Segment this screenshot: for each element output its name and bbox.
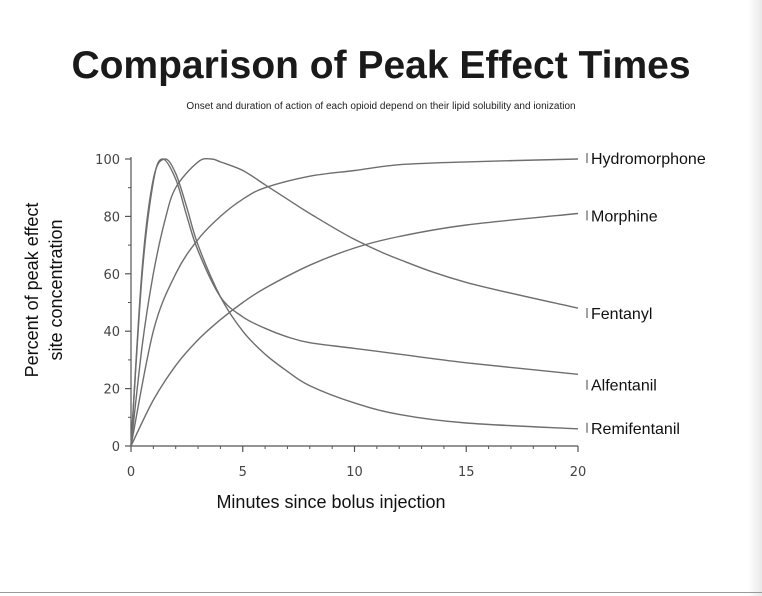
y-tick-label: 100 <box>95 153 120 168</box>
chart-axes: 0 20 40 60 80 100 0 5 10 15 20 <box>95 153 586 480</box>
slide-bottom-divider <box>0 592 762 593</box>
series-line-remifentanil <box>130 158 579 447</box>
series-label-morphine: Morphine <box>591 208 658 225</box>
chart-series-lines <box>130 157 579 447</box>
y-tick-label: 40 <box>103 325 120 340</box>
x-tick-label: 20 <box>570 465 587 480</box>
series-line-fentanyl <box>130 157 579 447</box>
series-line-hydromorphone <box>130 158 579 447</box>
x-tick-label: 5 <box>239 465 247 480</box>
y-axis-label-group: Percent of peak effect site concentratio… <box>22 203 66 378</box>
y-tick-label: 80 <box>103 210 120 225</box>
series-label-remifentanil: Remifentanil <box>591 421 680 438</box>
series-label-alfentanil: Alfentanil <box>591 378 657 395</box>
y-tick-label: 20 <box>103 383 120 398</box>
chart-series-labels: Hydromorphone Morphine Fentanyl Alfentanil R… <box>586 151 706 438</box>
page-title: Comparison of Peak Effect Times <box>71 44 691 87</box>
series-label-hydromorphone: Hydromorphone <box>591 151 706 168</box>
x-tick-label: 10 <box>346 465 363 480</box>
y-tick-label: 0 <box>112 440 120 455</box>
slide-right-edge <box>748 0 762 596</box>
series-line-morphine <box>130 212 579 447</box>
y-tick-label: 60 <box>103 268 120 283</box>
y-axis-label-line2: site concentration <box>46 219 66 360</box>
x-axis-label: Minutes since bolus injection <box>216 492 445 512</box>
y-axis-label-line1: Percent of peak effect <box>22 203 42 378</box>
series-label-fentanyl: Fentanyl <box>591 306 652 323</box>
x-tick-label: 15 <box>458 465 475 480</box>
x-tick-label: 0 <box>127 465 135 480</box>
page-subtitle: Onset and duration of action of each opi… <box>186 101 576 112</box>
